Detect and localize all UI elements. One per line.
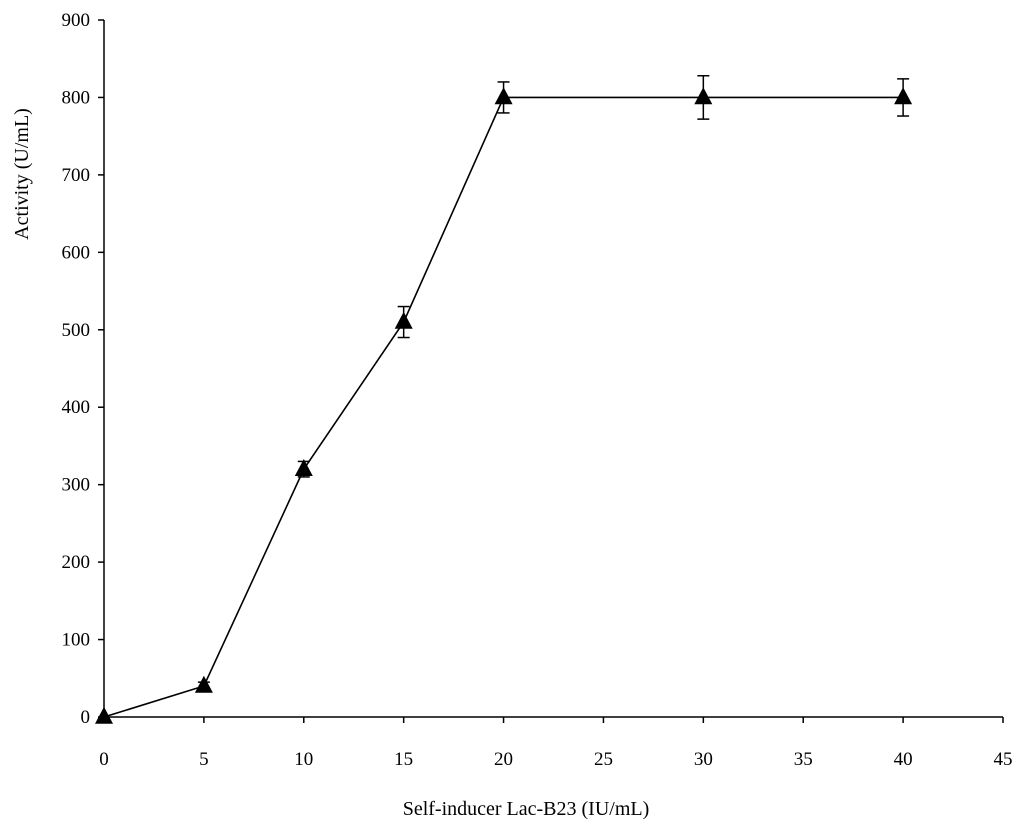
y-tick-label: 200: [62, 552, 91, 573]
x-tick-label: 15: [394, 749, 413, 770]
x-axis-title: Self-inducer Lac-B23 (IU/mL): [403, 798, 650, 820]
y-axis-title: Activity (U/mL): [11, 108, 33, 240]
x-tick-label: 45: [994, 749, 1013, 770]
x-tick-label: 10: [294, 749, 313, 770]
x-tick-label: 25: [594, 749, 613, 770]
axes: [103, 20, 1003, 718]
x-tick-label: 0: [99, 749, 109, 770]
x-axis-ticks: 0 5 10 15 20 25 30 35 40 45: [99, 717, 1013, 770]
x-tick-label: 5: [199, 749, 209, 770]
series-line: [103, 96, 904, 718]
y-tick-label: 0: [81, 707, 91, 728]
x-tick-label: 35: [794, 749, 813, 770]
y-tick-label: 300: [62, 475, 91, 496]
data-point-triangle: [494, 87, 513, 105]
data-point-triangle: [394, 311, 413, 329]
y-tick-label: 400: [62, 397, 91, 418]
y-tick-label: 100: [62, 630, 91, 651]
data-series: [95, 75, 913, 724]
x-tick-label: 20: [494, 749, 513, 770]
y-tick-label: 600: [62, 242, 91, 263]
data-point-triangle: [95, 706, 113, 724]
data-point-triangle: [294, 459, 313, 476]
data-point-triangle: [694, 87, 713, 105]
y-tick-label: 700: [62, 165, 91, 186]
y-tick-label: 500: [62, 320, 91, 341]
y-tick-label: 800: [62, 87, 91, 108]
y-tick-label: 900: [62, 10, 91, 31]
y-axis-ticks: 0 100 200 300 400 500 600 700 800 900: [62, 10, 104, 728]
data-point-triangle: [894, 87, 913, 105]
x-tick-label: 30: [694, 749, 713, 770]
x-tick-label: 40: [894, 749, 913, 770]
data-point-triangle: [194, 675, 213, 693]
